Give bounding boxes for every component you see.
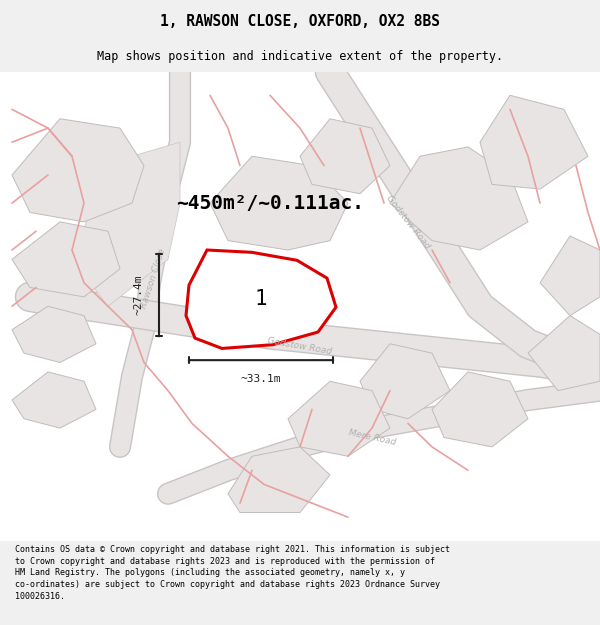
Text: Contains OS data © Crown copyright and database right 2021. This information is : Contains OS data © Crown copyright and d… bbox=[15, 545, 450, 601]
Polygon shape bbox=[480, 95, 588, 189]
Text: Rawson Close: Rawson Close bbox=[139, 247, 167, 309]
Polygon shape bbox=[432, 372, 528, 447]
Polygon shape bbox=[288, 381, 390, 456]
Polygon shape bbox=[390, 147, 528, 250]
Text: Godstow Road: Godstow Road bbox=[385, 193, 431, 251]
Polygon shape bbox=[72, 142, 180, 306]
Text: Godstow Road: Godstow Road bbox=[267, 336, 333, 356]
Polygon shape bbox=[228, 447, 330, 512]
Polygon shape bbox=[12, 306, 96, 362]
Polygon shape bbox=[360, 344, 450, 419]
Text: ~33.1m: ~33.1m bbox=[241, 374, 281, 384]
Text: ~27.4m: ~27.4m bbox=[134, 275, 144, 315]
Polygon shape bbox=[528, 316, 600, 391]
Polygon shape bbox=[186, 250, 336, 349]
Text: Map shows position and indicative extent of the property.: Map shows position and indicative extent… bbox=[97, 50, 503, 63]
Polygon shape bbox=[210, 156, 348, 250]
Text: ~450m²/~0.111ac.: ~450m²/~0.111ac. bbox=[176, 194, 364, 213]
Text: 1: 1 bbox=[254, 289, 268, 309]
Text: 1, RAWSON CLOSE, OXFORD, OX2 8BS: 1, RAWSON CLOSE, OXFORD, OX2 8BS bbox=[160, 14, 440, 29]
Polygon shape bbox=[12, 372, 96, 428]
Polygon shape bbox=[300, 119, 390, 194]
Polygon shape bbox=[12, 222, 120, 297]
Text: Mere Road: Mere Road bbox=[347, 428, 397, 447]
Polygon shape bbox=[12, 119, 144, 222]
Polygon shape bbox=[540, 236, 600, 316]
